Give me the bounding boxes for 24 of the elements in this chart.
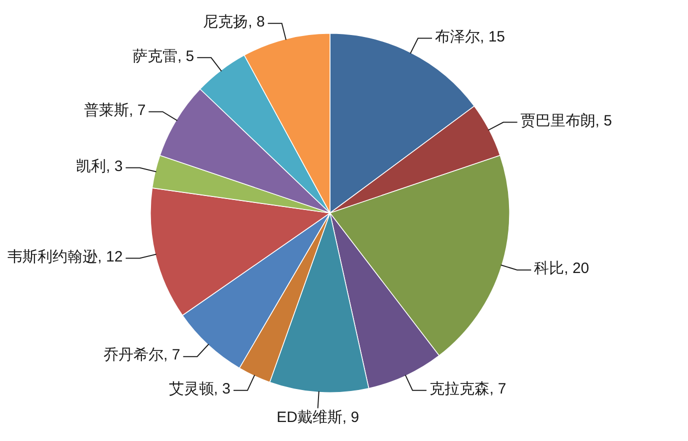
slice-label: 科比 — [534, 260, 564, 278]
slice-label: 克拉克森 — [430, 380, 490, 398]
slice-label: 艾灵顿 — [168, 380, 214, 398]
data-label: , 12 — [98, 248, 123, 266]
data-label: , 9 — [342, 408, 360, 426]
slice-label: 萨克雷 — [132, 48, 178, 65]
slice-label: 贾巴里布朗 — [520, 112, 596, 130]
slice-label: 布泽尔 — [434, 28, 480, 46]
slice-label: 乔丹希尔 — [103, 346, 164, 364]
data-label: , 5 — [177, 48, 194, 65]
slice-label: ED戴维斯 — [276, 408, 342, 426]
slice-label: 普莱斯 — [84, 102, 129, 119]
data-label: , 3 — [214, 380, 230, 398]
slice-label: 凯利 — [76, 158, 106, 175]
data-label: , 20 — [564, 260, 590, 278]
data-label: , 7 — [128, 102, 146, 119]
data-label: , 3 — [106, 158, 123, 175]
data-label: , 7 — [163, 346, 180, 364]
data-label: , 7 — [490, 380, 506, 398]
slice-label: 韦斯利约翰逊 — [8, 248, 98, 266]
slice-label: 尼克扬 — [203, 14, 248, 31]
data-label: , 15 — [480, 28, 506, 46]
data-label: , 5 — [595, 112, 612, 130]
data-label: , 8 — [248, 14, 265, 31]
